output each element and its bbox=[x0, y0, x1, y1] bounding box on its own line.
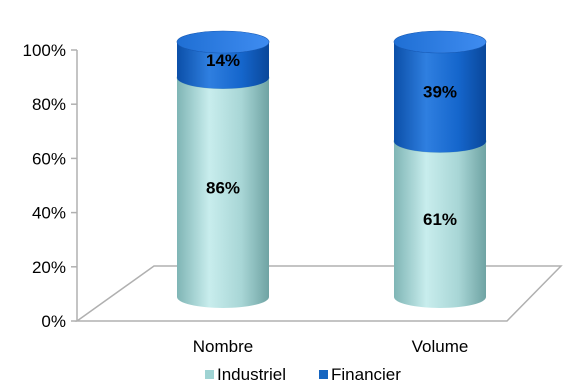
legend-label: Financier bbox=[331, 365, 401, 384]
y-tick-label: 80% bbox=[32, 95, 66, 114]
bar-segment-industriel bbox=[394, 141, 487, 308]
y-tick-label: 40% bbox=[32, 204, 66, 223]
chart-floor bbox=[74, 265, 563, 322]
legend-label: Industriel bbox=[217, 365, 286, 384]
y-tick-label: 0% bbox=[41, 312, 66, 331]
data-label: 39% bbox=[423, 83, 457, 102]
y-tick-label: 100% bbox=[23, 41, 66, 60]
data-label: 14% bbox=[206, 51, 240, 70]
x-category-label: Nombre bbox=[193, 337, 253, 356]
bar-cap-financier bbox=[176, 30, 270, 54]
bar-cap-financier bbox=[393, 30, 487, 54]
legend-swatch-financier bbox=[319, 370, 328, 379]
bar-segment-financier bbox=[177, 42, 269, 89]
y-tick-label: 20% bbox=[32, 258, 66, 277]
data-label: 61% bbox=[423, 210, 457, 229]
legend-swatch-industriel bbox=[205, 370, 214, 379]
x-category-label: Volume bbox=[412, 337, 469, 356]
y-tick-label: 60% bbox=[32, 149, 66, 168]
data-label: 86% bbox=[206, 178, 240, 197]
bar-segment-industriel bbox=[177, 77, 269, 308]
bar-segment-financier bbox=[394, 42, 487, 153]
